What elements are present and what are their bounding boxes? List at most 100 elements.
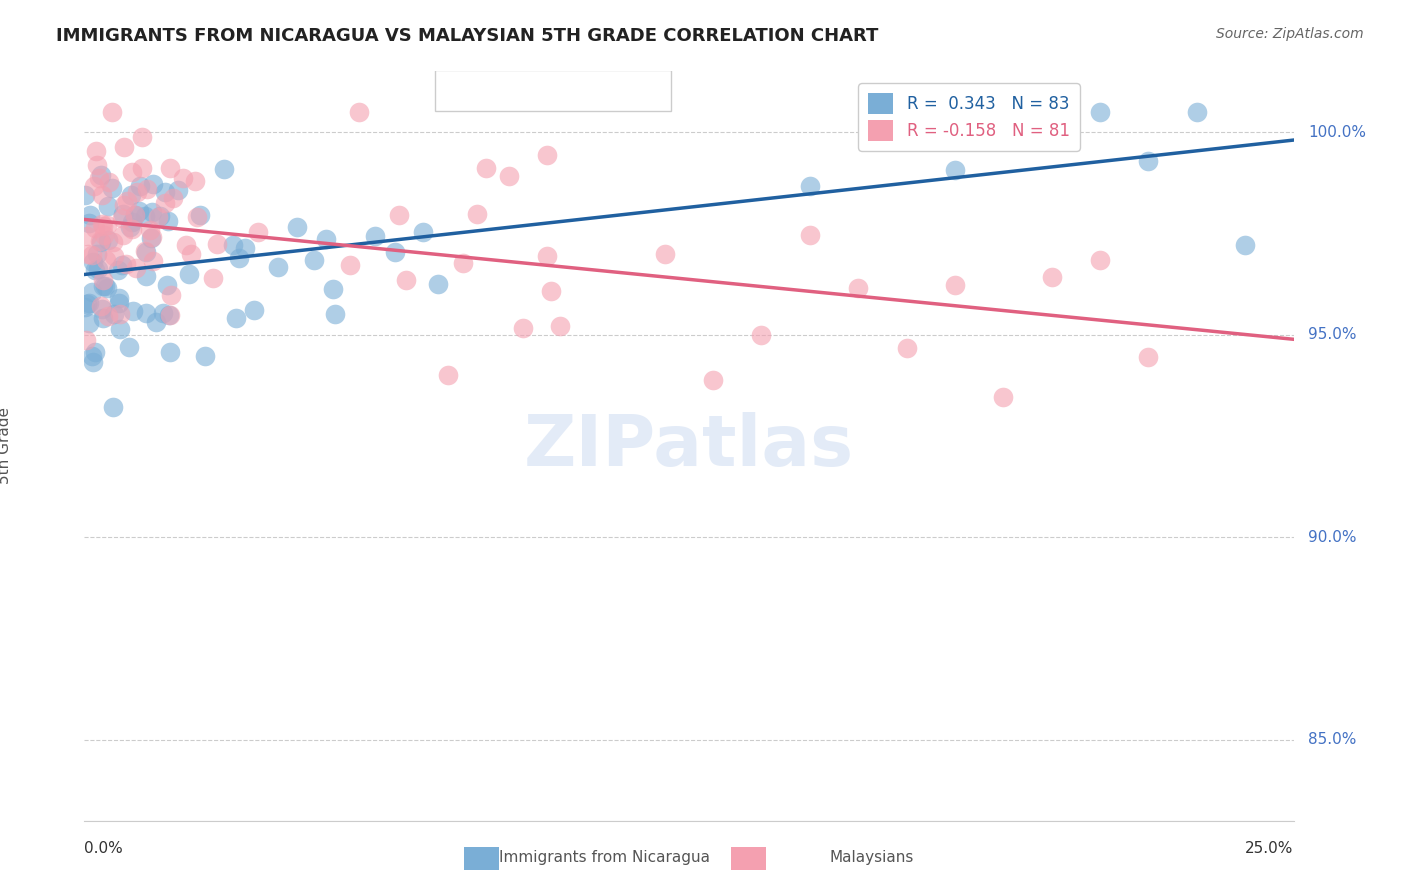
Text: Malaysians: Malaysians [830, 850, 914, 865]
Point [142, 253, 165, 268]
Point [108, 296, 131, 310]
Point [124, 208, 146, 222]
Point [75, 188, 97, 202]
Point [124, 208, 146, 222]
Point [121, 222, 143, 236]
Point [83, 179, 105, 194]
Point [993, 390, 1015, 404]
Point [94, 252, 117, 267]
Point [91, 311, 114, 326]
Point [155, 185, 177, 199]
Point [512, 321, 534, 335]
Point [363, 228, 385, 243]
Point [129, 178, 152, 193]
Point [73, 300, 96, 314]
Point [246, 225, 269, 239]
Point [112, 140, 135, 154]
Point [156, 214, 179, 228]
Point [412, 225, 434, 239]
Point [145, 315, 167, 329]
Point [139, 223, 162, 237]
Point [128, 204, 150, 219]
FancyBboxPatch shape [434, 70, 671, 112]
Point [76, 229, 98, 244]
Point [93, 227, 115, 242]
Point [110, 307, 132, 321]
Point [550, 318, 572, 333]
Point [120, 219, 142, 234]
Point [451, 256, 474, 270]
Point [77, 295, 100, 310]
Point [82, 349, 104, 363]
Point [302, 253, 325, 268]
Point [156, 278, 179, 293]
Point [135, 182, 157, 196]
Point [101, 401, 124, 415]
Point [267, 260, 290, 274]
Point [82, 355, 104, 369]
Point [322, 282, 344, 296]
Point [1137, 154, 1160, 169]
Point [1088, 253, 1111, 268]
Text: Immigrants from Nicaragua: Immigrants from Nicaragua [499, 850, 710, 865]
Point [76, 333, 98, 347]
Point [177, 267, 200, 281]
Legend: R =  0.343   N = 83, R = -0.158   N = 81: R = 0.343 N = 83, R = -0.158 N = 81 [858, 84, 1080, 151]
Point [111, 207, 134, 221]
Text: 90.0%: 90.0% [1308, 530, 1357, 545]
Point [122, 303, 145, 318]
Point [347, 104, 370, 119]
Point [115, 257, 138, 271]
Point [242, 303, 264, 318]
Point [121, 215, 143, 229]
Text: IMMIGRANTS FROM NICARAGUA VS MALAYSIAN 5TH GRADE CORRELATION CHART: IMMIGRANTS FROM NICARAGUA VS MALAYSIAN 5… [56, 27, 879, 45]
Point [141, 231, 163, 245]
Point [183, 174, 205, 188]
Text: ZIPatlas: ZIPatlas [524, 411, 853, 481]
Point [134, 244, 156, 259]
Text: 100.0%: 100.0% [1308, 125, 1367, 140]
Point [225, 310, 247, 325]
Point [943, 277, 966, 292]
Point [134, 210, 156, 224]
Point [90, 235, 112, 249]
Point [751, 327, 773, 342]
Point [112, 227, 135, 242]
Point [97, 199, 120, 213]
Point [174, 238, 197, 252]
Text: 85.0%: 85.0% [1308, 732, 1357, 747]
Point [103, 307, 125, 321]
Point [90, 300, 112, 314]
Point [149, 209, 172, 223]
Point [127, 186, 149, 200]
Point [121, 165, 143, 179]
Point [82, 255, 104, 269]
Point [1040, 270, 1063, 285]
Point [233, 241, 256, 255]
Point [1040, 110, 1063, 124]
Point [111, 211, 134, 225]
Point [427, 277, 450, 292]
Point [159, 345, 181, 359]
Point [465, 207, 488, 221]
Text: 25.0%: 25.0% [1246, 841, 1294, 856]
Point [212, 161, 235, 176]
Point [97, 175, 120, 189]
Point [80, 285, 103, 299]
Point [135, 268, 157, 283]
Point [125, 261, 148, 276]
Point [498, 169, 520, 184]
Point [159, 308, 181, 322]
Point [77, 247, 100, 261]
Point [96, 218, 118, 232]
Point [87, 262, 110, 277]
Point [799, 179, 821, 194]
Point [221, 238, 243, 252]
Point [228, 251, 250, 265]
Point [96, 280, 118, 294]
Point [846, 281, 869, 295]
Point [94, 279, 117, 293]
Point [799, 228, 821, 243]
Point [536, 248, 558, 262]
Point [135, 244, 157, 259]
